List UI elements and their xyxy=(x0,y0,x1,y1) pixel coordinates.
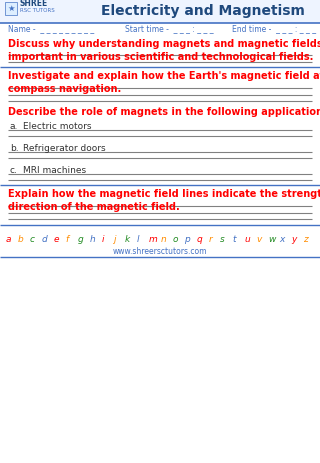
Text: w: w xyxy=(268,234,275,244)
Text: u: u xyxy=(244,234,250,244)
Text: x: x xyxy=(280,234,285,244)
Text: b: b xyxy=(18,234,24,244)
Text: f: f xyxy=(66,234,68,244)
Text: SHREE: SHREE xyxy=(20,0,48,8)
Text: ★: ★ xyxy=(7,4,15,13)
Text: y: y xyxy=(292,234,297,244)
Text: d: d xyxy=(42,234,47,244)
Text: Electric motors: Electric motors xyxy=(23,122,92,131)
Text: m: m xyxy=(149,234,157,244)
Text: Start time -  _ _ _ : _ _ _: Start time - _ _ _ : _ _ _ xyxy=(125,25,214,33)
Text: Investigate and explain how the Earth's magnetic field affects
compass navigatio: Investigate and explain how the Earth's … xyxy=(8,71,320,94)
Text: www.shreersctutors.com: www.shreersctutors.com xyxy=(113,246,207,256)
Text: o: o xyxy=(172,234,178,244)
Text: k: k xyxy=(125,234,130,244)
Text: p: p xyxy=(185,234,190,244)
Text: b.: b. xyxy=(10,144,19,153)
Text: r: r xyxy=(208,234,212,244)
Text: End time -  _ _ _ : _ _ _: End time - _ _ _ : _ _ _ xyxy=(232,25,316,33)
Text: Discuss why understanding magnets and magnetic fields is
important in various sc: Discuss why understanding magnets and ma… xyxy=(8,39,320,62)
Text: g: g xyxy=(77,234,83,244)
Text: v: v xyxy=(256,234,261,244)
Text: h: h xyxy=(89,234,95,244)
Text: c.: c. xyxy=(10,166,18,175)
Text: a: a xyxy=(6,234,12,244)
Text: i: i xyxy=(101,234,104,244)
Text: a.: a. xyxy=(10,122,18,131)
Text: z: z xyxy=(303,234,308,244)
Text: j: j xyxy=(113,234,116,244)
Text: Describe the role of magnets in the following applications:: Describe the role of magnets in the foll… xyxy=(8,107,320,117)
Text: n: n xyxy=(161,234,166,244)
Text: Explain how the magnetic field lines indicate the strength and
direction of the : Explain how the magnetic field lines ind… xyxy=(8,189,320,212)
Text: Name -  _ _ _ _ _ _ _ _ _: Name - _ _ _ _ _ _ _ _ _ xyxy=(8,25,94,33)
Text: e: e xyxy=(54,234,59,244)
Text: MRI machines: MRI machines xyxy=(23,166,86,175)
Text: l: l xyxy=(137,234,140,244)
Text: t: t xyxy=(232,234,236,244)
Text: Electricity and Magnetism: Electricity and Magnetism xyxy=(101,4,305,18)
Text: c: c xyxy=(30,234,35,244)
FancyBboxPatch shape xyxy=(0,0,320,23)
FancyBboxPatch shape xyxy=(5,2,17,15)
Text: s: s xyxy=(220,234,225,244)
Text: q: q xyxy=(196,234,202,244)
Text: RSC TUTORS: RSC TUTORS xyxy=(20,7,55,13)
Text: Refrigerator doors: Refrigerator doors xyxy=(23,144,106,153)
